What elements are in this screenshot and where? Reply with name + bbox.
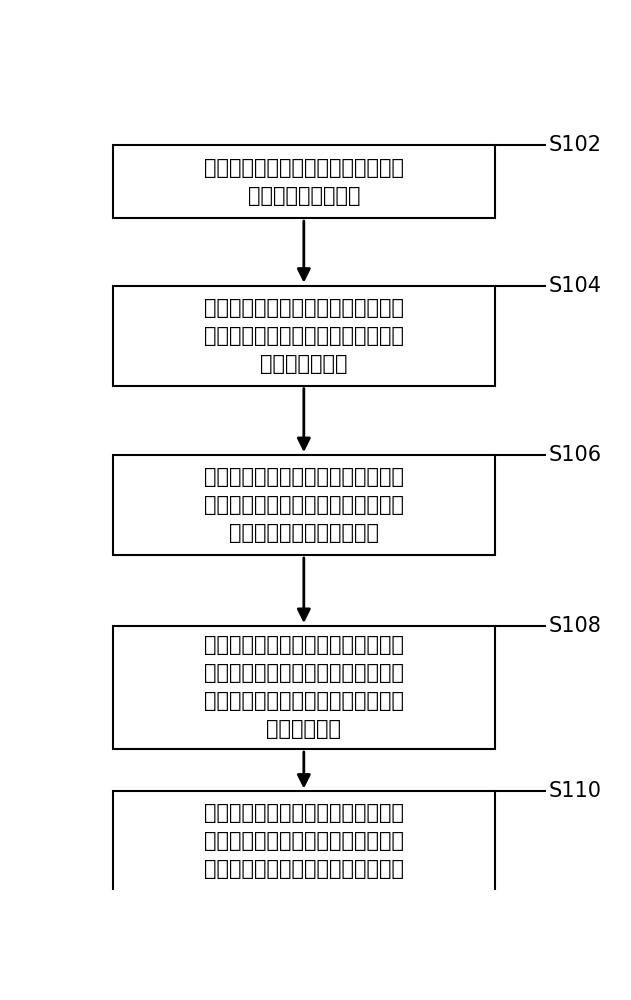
Text: 根据所述雅克比矩阵、所述线性化误
差以及时间更新椭球对所述系统量测
量方程进行处理，确定量测更新椭球: 根据所述雅克比矩阵、所述线性化误 差以及时间更新椭球对所述系统量测 量方程进行处… [204,803,404,879]
Text: 根据自适应算法以及时间更新椭球对
所述系统量测量方程进行处理，生成
所述系统量测量方程的雅克比矩阵以
及线性化误差: 根据自适应算法以及时间更新椭球对 所述系统量测量方程进行处理，生成 所述系统量测… [204,635,404,739]
Bar [113,791,495,892]
Text: S110: S110 [548,781,601,801]
Bar [113,455,495,555]
Bar [113,145,495,218]
Bar [113,626,495,749]
Text: 根据所述系统量测数据、系统拓补网
络信息以及节点导纳矩阵建立电力系
统状态估计模型: 根据所述系统量测数据、系统拓补网 络信息以及节点导纳矩阵建立电力系 统状态估计模… [204,298,404,374]
Text: S108: S108 [548,616,601,636]
Bar [113,286,495,386]
Text: S106: S106 [548,445,601,465]
Text: 获取系统量测数据、系统拓补网络信
息以及节点导纳矩阵: 获取系统量测数据、系统拓补网络信 息以及节点导纳矩阵 [204,158,404,206]
Text: S102: S102 [548,135,601,155]
Text: S104: S104 [548,276,601,296]
Text: 根据集员滤波算法以及预设的系统状
态量初始值对所述系统状态量方程进
行处理，建立时间更新椭球: 根据集员滤波算法以及预设的系统状 态量初始值对所述系统状态量方程进 行处理，建立… [204,467,404,543]
